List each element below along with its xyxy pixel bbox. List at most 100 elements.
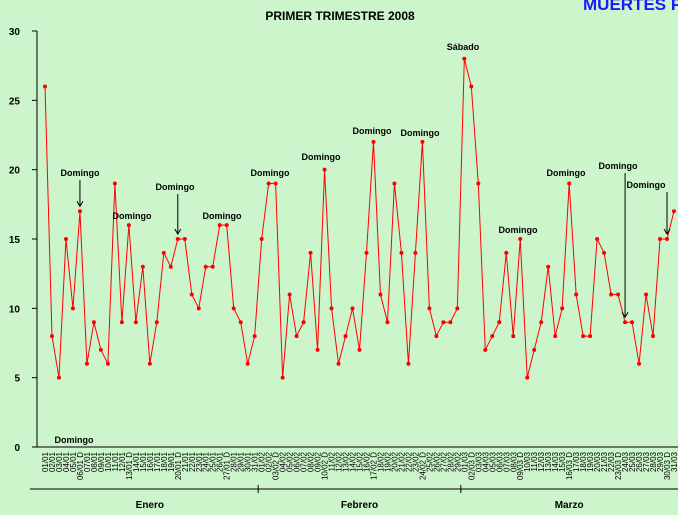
data-point bbox=[273, 181, 278, 186]
data-point bbox=[126, 223, 131, 228]
data-point bbox=[203, 264, 208, 269]
data-point bbox=[196, 306, 201, 311]
y-tick-label: 20 bbox=[9, 166, 21, 177]
data-point bbox=[525, 375, 530, 380]
data-point bbox=[427, 306, 432, 311]
x-tick-label: 05/03 bbox=[488, 451, 497, 472]
x-tick-label: 07/01 bbox=[83, 451, 92, 472]
x-tick-label: 10/01 bbox=[104, 451, 113, 472]
x-tick-label: 12/01 bbox=[118, 451, 127, 472]
x-tick-label: 25/02 bbox=[425, 451, 434, 472]
data-point bbox=[112, 181, 117, 186]
x-tick-label: 04/01 bbox=[62, 451, 71, 472]
data-point bbox=[280, 375, 285, 380]
data-point bbox=[91, 320, 96, 325]
x-tick-label: 29/01 bbox=[237, 451, 246, 472]
month-label: Enero bbox=[136, 500, 164, 511]
x-tick-label: 30/03 D bbox=[663, 452, 672, 480]
data-point bbox=[497, 320, 502, 325]
data-point bbox=[378, 292, 383, 297]
x-tick-label: 03/02 D bbox=[272, 452, 281, 480]
data-point bbox=[602, 250, 607, 255]
data-point bbox=[476, 181, 481, 186]
data-point bbox=[616, 292, 621, 297]
data-point bbox=[546, 264, 551, 269]
data-point bbox=[581, 334, 586, 339]
x-tick-label: 24/03 bbox=[621, 451, 630, 472]
data-point bbox=[98, 347, 103, 352]
data-point bbox=[455, 306, 460, 311]
data-point bbox=[119, 320, 124, 325]
data-point bbox=[504, 250, 509, 255]
x-tick-label: 04/02 bbox=[279, 451, 288, 472]
x-tick-label: 25/03 bbox=[628, 451, 637, 472]
x-tick-label: 24/02 D bbox=[418, 452, 427, 480]
x-tick-label: 02/03 D bbox=[467, 452, 476, 480]
x-tick-label: 19/03 bbox=[586, 451, 595, 472]
x-tick-label: 03/03 bbox=[474, 451, 483, 472]
x-tick-label: 11/03 bbox=[530, 451, 539, 471]
x-tick-label: 16/03 D bbox=[565, 452, 574, 480]
x-tick-label: 21/01 bbox=[181, 451, 190, 472]
data-point bbox=[441, 320, 446, 325]
x-tick-label: 15/03 bbox=[558, 451, 567, 472]
data-point bbox=[133, 320, 138, 325]
chart-title: PRIMER TRIMESTRE 2008 bbox=[265, 9, 415, 23]
data-point bbox=[322, 167, 327, 172]
data-point bbox=[294, 334, 299, 339]
month-label: Febrero bbox=[341, 500, 378, 511]
x-tick-label: 25/01 bbox=[209, 451, 218, 472]
data-point bbox=[49, 334, 54, 339]
x-tick-label: 01/03 bbox=[460, 451, 469, 472]
data-point bbox=[371, 139, 376, 144]
x-tick-label: 14/03 bbox=[551, 451, 560, 472]
data-point bbox=[567, 181, 572, 186]
data-point bbox=[350, 306, 355, 311]
y-tick-label: 0 bbox=[14, 443, 20, 454]
x-tick-label: 21/02 bbox=[397, 451, 406, 472]
data-point bbox=[301, 320, 306, 325]
x-tick-label: 06/01 D bbox=[76, 452, 85, 480]
x-tick-label: 02/02 bbox=[265, 451, 274, 472]
data-point bbox=[406, 361, 411, 366]
x-tick-label: 03/01 bbox=[55, 451, 64, 472]
month-label: Marzo bbox=[555, 500, 584, 511]
annotation: Domingo bbox=[113, 211, 152, 221]
x-tick-label: 13/02 bbox=[342, 451, 351, 472]
data-point bbox=[140, 264, 145, 269]
x-tick-label: 10/03 bbox=[523, 451, 532, 472]
x-tick-label: 19/01 bbox=[167, 451, 176, 472]
data-point bbox=[420, 139, 425, 144]
data-point bbox=[518, 237, 523, 241]
annotation: Domingo bbox=[547, 168, 586, 178]
data-point bbox=[469, 84, 474, 89]
x-tick-label: 20/03 bbox=[593, 451, 602, 472]
x-tick-label: 09/03 D bbox=[516, 452, 525, 480]
x-tick-label: 12/02 bbox=[335, 451, 344, 472]
y-tick-label: 25 bbox=[9, 96, 21, 107]
x-tick-label: 20/02 bbox=[390, 451, 399, 472]
data-point bbox=[70, 306, 75, 311]
data-point bbox=[399, 250, 404, 255]
data-point bbox=[238, 320, 243, 325]
x-tick-label: 31/01 bbox=[251, 451, 260, 472]
data-point bbox=[588, 334, 593, 339]
x-tick-label: 28/01 bbox=[230, 451, 239, 472]
data-point bbox=[665, 237, 670, 241]
annotation: Sábado bbox=[447, 42, 480, 52]
x-tick-label: 22/01 bbox=[188, 451, 197, 472]
x-tick-label: 01/01 bbox=[41, 451, 50, 472]
annotation-arrowhead bbox=[76, 201, 84, 208]
x-tick-label: 20/01 D bbox=[174, 452, 183, 480]
x-tick-label: 29/02 bbox=[453, 451, 462, 472]
data-point bbox=[623, 320, 628, 325]
x-tick-label: 21/03 bbox=[600, 451, 609, 472]
annotation: Domingo bbox=[302, 152, 341, 162]
x-tick-label: 22/03 bbox=[607, 451, 616, 472]
x-tick-label: 23/02 bbox=[411, 451, 420, 472]
data-point bbox=[175, 237, 180, 241]
x-tick-label: 26/03 bbox=[635, 451, 644, 472]
x-tick-label: 16/02 bbox=[362, 451, 371, 472]
x-tick-label: 18/03 bbox=[579, 451, 588, 472]
